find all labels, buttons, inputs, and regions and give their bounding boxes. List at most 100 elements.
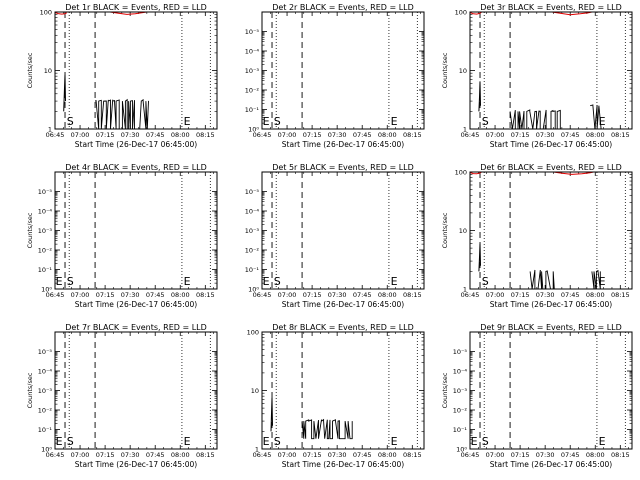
series-line — [469, 11, 483, 15]
x-axis-label: Start Time (26-Dec-17 06:45:00) — [282, 460, 404, 469]
series-line — [551, 11, 593, 16]
y-tick-label: 10⁻³ — [453, 387, 468, 395]
x-tick-label: 08:00 — [378, 131, 397, 139]
y-tick-label: 1 — [255, 446, 259, 454]
x-tick-label: 08:00 — [586, 451, 605, 459]
event-marker-e: E — [391, 435, 398, 448]
panel-title: Det 5r BLACK = Events, RED = LLD — [272, 163, 414, 172]
y-axis-label: Counts/sec — [441, 212, 449, 248]
panel-5: Det 5r BLACK = Events, RED = LLD Start Ti… — [245, 163, 425, 309]
plot-frame — [469, 171, 633, 290]
x-tick-label: 07:00 — [71, 291, 90, 299]
y-tick-label: 10⁻⁴ — [38, 368, 53, 376]
x-tick-label: 06:45 — [253, 451, 272, 459]
series-line — [469, 171, 482, 175]
event-marker-e: E — [471, 435, 478, 448]
plot-frame — [261, 171, 425, 290]
y-axis-label: Counts/sec — [441, 52, 449, 88]
panel-title: Det 6r BLACK = Events, RED = LLD — [480, 163, 622, 172]
event-marker-s: S — [67, 115, 74, 128]
event-marker-e: E — [184, 115, 191, 128]
x-axis-label: Start Time (26-Dec-17 06:45:00) — [75, 300, 197, 309]
x-tick-label: 06:45 — [253, 291, 272, 299]
event-marker-s: S — [67, 275, 74, 288]
x-tick-label: 06:45 — [253, 131, 272, 139]
series-noise — [529, 269, 557, 290]
x-tick-label: 08:00 — [171, 131, 190, 139]
x-axis-label: Start Time (26-Dec-17 06:45:00) — [490, 140, 612, 149]
panel-title: Det 2r BLACK = Events, RED = LLD — [272, 3, 414, 12]
y-axis-label: Counts/sec — [441, 372, 449, 408]
x-tick-label: 07:30 — [328, 451, 347, 459]
panel-title: Det 8r BLACK = Events, RED = LLD — [272, 323, 414, 332]
event-marker-e: E — [263, 115, 270, 128]
x-tick-label: 08:00 — [586, 291, 605, 299]
x-tick-label: 08:15 — [403, 131, 422, 139]
y-tick-label: 100 — [455, 169, 467, 177]
y-tick-label: 10 — [44, 67, 52, 75]
event-marker-s: S — [274, 115, 281, 128]
x-tick-label: 08:00 — [171, 451, 190, 459]
x-tick-label: 07:15 — [511, 131, 530, 139]
y-tick-label: 100 — [247, 329, 259, 337]
x-tick-label: 08:00 — [378, 451, 397, 459]
x-tick-label: 08:15 — [403, 451, 422, 459]
x-tick-label: 07:45 — [146, 291, 165, 299]
event-marker-e: E — [56, 435, 63, 448]
series-noise — [509, 109, 564, 130]
x-tick-label: 08:15 — [196, 291, 215, 299]
panel-8: Det 8r BLACK = Events, RED = LLD Start Ti… — [247, 323, 425, 469]
plot-frame — [54, 11, 218, 130]
y-tick-label: 1 — [48, 126, 52, 134]
x-tick-label: 06:45 — [46, 291, 65, 299]
event-marker-s: S — [274, 275, 281, 288]
event-marker-e: E — [599, 275, 606, 288]
x-tick-label: 08:00 — [586, 131, 605, 139]
x-tick-label: 07:00 — [486, 291, 505, 299]
y-tick-label: 100 — [455, 9, 467, 17]
y-tick-label: 10⁻² — [245, 247, 260, 255]
event-marker-e: E — [263, 275, 270, 288]
x-tick-label: 06:45 — [461, 131, 480, 139]
x-tick-label: 07:45 — [353, 291, 372, 299]
y-tick-label: 1 — [463, 286, 467, 294]
event-marker-s: S — [482, 115, 489, 128]
event-marker-s: S — [482, 275, 489, 288]
y-tick-label: 10⁻⁴ — [38, 208, 53, 216]
y-axis-label: Counts/sec — [26, 52, 34, 88]
y-axis-label: Counts/sec — [26, 372, 34, 408]
y-tick-label: 10⁰ — [248, 286, 259, 294]
y-tick-label: 10⁰ — [456, 446, 467, 454]
series-line — [553, 171, 594, 175]
x-tick-label: 07:00 — [486, 451, 505, 459]
x-tick-label: 07:15 — [511, 451, 530, 459]
panel-4: Det 4r BLACK = Events, RED = LLD Counts/s… — [26, 163, 218, 309]
x-tick-label: 07:30 — [536, 451, 555, 459]
y-tick-label: 10 — [251, 387, 259, 395]
x-tick-label: 06:45 — [46, 131, 65, 139]
x-tick-label: 08:15 — [403, 291, 422, 299]
y-tick-label: 10⁻² — [38, 407, 53, 415]
series-line — [478, 81, 481, 112]
y-tick-label: 10⁰ — [41, 446, 52, 454]
series-line — [478, 243, 481, 272]
x-tick-label: 08:15 — [611, 291, 630, 299]
plot-frame — [54, 171, 218, 290]
x-axis-label: Start Time (26-Dec-17 06:45:00) — [282, 300, 404, 309]
panel-1: Det 1r BLACK = Events, RED = LLD Counts/s… — [26, 3, 218, 149]
x-tick-label: 07:45 — [561, 451, 580, 459]
series-line — [63, 74, 66, 112]
plot-frame — [469, 11, 633, 130]
x-tick-label: 07:00 — [278, 131, 297, 139]
event-marker-e: E — [263, 435, 270, 448]
event-marker-s: S — [274, 435, 281, 448]
x-tick-label: 07:00 — [278, 291, 297, 299]
panel-3: Det 3r BLACK = Events, RED = LLD Counts/s… — [441, 3, 633, 149]
y-tick-label: 1 — [463, 126, 467, 134]
y-tick-label: 10⁻⁴ — [453, 368, 468, 376]
x-tick-label: 07:15 — [303, 291, 322, 299]
panel-9: Det 9r BLACK = Events, RED = LLD Counts/s… — [441, 323, 633, 469]
series-noise — [301, 418, 353, 440]
x-tick-label: 07:45 — [353, 451, 372, 459]
y-tick-label: 10 — [459, 227, 467, 235]
